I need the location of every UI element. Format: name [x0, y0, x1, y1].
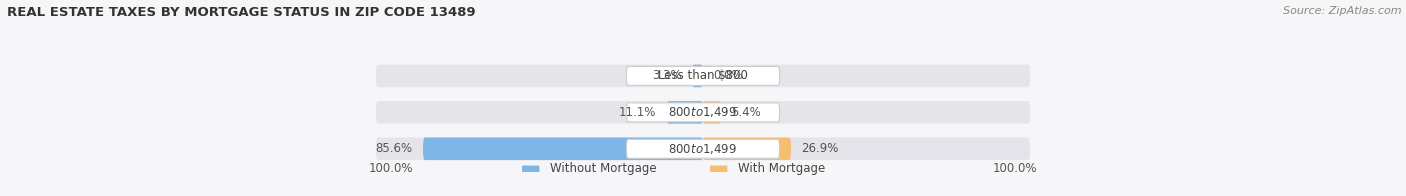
Text: Less than $800: Less than $800: [658, 69, 748, 82]
Text: 100.0%: 100.0%: [368, 162, 413, 175]
FancyBboxPatch shape: [627, 103, 779, 122]
Text: 11.1%: 11.1%: [619, 106, 657, 119]
Text: With Mortgage: With Mortgage: [738, 162, 825, 175]
FancyBboxPatch shape: [522, 166, 540, 172]
Text: $800 to $1,499: $800 to $1,499: [668, 142, 738, 156]
Text: Source: ZipAtlas.com: Source: ZipAtlas.com: [1284, 6, 1402, 16]
Text: $800 to $1,499: $800 to $1,499: [668, 105, 738, 119]
FancyBboxPatch shape: [703, 138, 792, 160]
Text: 0.0%: 0.0%: [713, 69, 742, 82]
FancyBboxPatch shape: [710, 166, 727, 172]
Text: 3.3%: 3.3%: [652, 69, 682, 82]
Text: 26.9%: 26.9%: [801, 142, 839, 155]
Text: 85.6%: 85.6%: [375, 142, 412, 155]
FancyBboxPatch shape: [627, 139, 779, 158]
FancyBboxPatch shape: [666, 101, 703, 124]
FancyBboxPatch shape: [375, 65, 1031, 87]
FancyBboxPatch shape: [423, 138, 703, 160]
Text: Without Mortgage: Without Mortgage: [550, 162, 657, 175]
FancyBboxPatch shape: [375, 101, 1031, 124]
Text: 100.0%: 100.0%: [993, 162, 1038, 175]
Text: REAL ESTATE TAXES BY MORTGAGE STATUS IN ZIP CODE 13489: REAL ESTATE TAXES BY MORTGAGE STATUS IN …: [7, 6, 475, 19]
FancyBboxPatch shape: [703, 101, 721, 124]
FancyBboxPatch shape: [627, 66, 779, 85]
Text: 5.4%: 5.4%: [731, 106, 761, 119]
FancyBboxPatch shape: [375, 138, 1031, 160]
FancyBboxPatch shape: [692, 65, 703, 87]
